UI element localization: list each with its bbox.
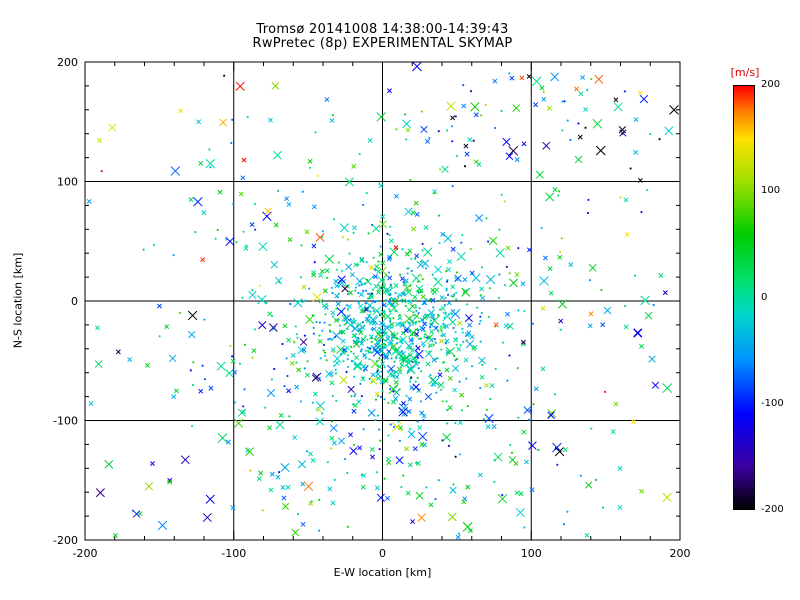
svg-text:-100: -100 [221, 547, 246, 560]
svg-text:-100: -100 [53, 415, 78, 428]
colorbar-tick: 200 [761, 79, 781, 90]
chart-title: Tromsø 20141008 14:38:00-14:39:43 [256, 22, 509, 37]
x-axis-label: E-W location [km] [333, 566, 432, 579]
svg-text:200: 200 [57, 56, 78, 69]
svg-text:0: 0 [379, 547, 386, 560]
chart-subtitle: RwPretec (8p) EXPERIMENTAL SKYMAP [252, 36, 513, 51]
svg-text:200: 200 [670, 547, 691, 560]
svg-text:0: 0 [71, 295, 78, 308]
colorbar-gradient [733, 85, 755, 510]
svg-text:100: 100 [57, 176, 78, 189]
svg-text:-200: -200 [73, 547, 98, 560]
colorbar-tick: -200 [761, 504, 784, 515]
svg-text:-200: -200 [53, 534, 78, 547]
colorbar-tick: 100 [761, 185, 781, 197]
colorbar-tick: 0 [761, 291, 768, 303]
y-axis-label: N-S location [km] [11, 252, 25, 349]
colorbar-tick: -100 [761, 397, 784, 409]
colorbar-unit-label: [m/s] [730, 66, 760, 79]
svg-text:100: 100 [521, 547, 542, 560]
